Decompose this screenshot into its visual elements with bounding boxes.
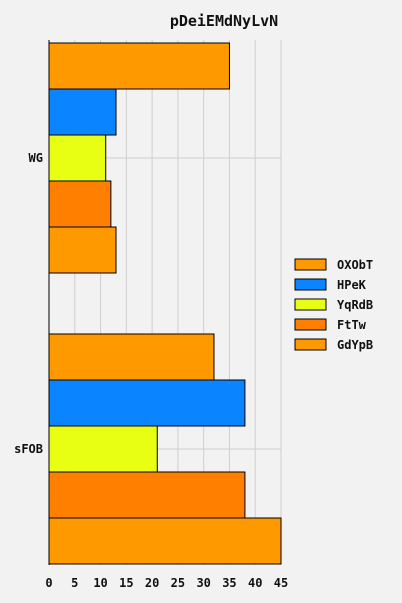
bar-sFOB-OXObT (48, 333, 215, 381)
legend-label: HPeK (337, 278, 367, 292)
legend-label: YqRdB (337, 298, 373, 312)
bar-WG-OXObT (48, 42, 230, 90)
bar-WG-HPeK (48, 88, 117, 136)
legend-swatch (294, 318, 327, 331)
legend-swatch (294, 258, 327, 271)
x-tick-label: 35 (222, 576, 236, 590)
legend-label: OXObT (337, 258, 373, 272)
x-tick-label: 25 (171, 576, 185, 590)
legend-label: FtTw (337, 318, 367, 332)
chart-title: pDeiEMdNyLvN (170, 12, 278, 30)
bar-sFOB-HPeK (48, 379, 246, 427)
x-tick-label: 30 (196, 576, 210, 590)
legend-label: GdYpB (337, 338, 373, 352)
bars-layer (48, 42, 282, 565)
x-tick-label: 20 (145, 576, 159, 590)
category-label: WG (29, 151, 43, 165)
bar-WG-FtTw (48, 180, 112, 228)
legend: OXObT HPeK YqRdB FtTw GdYpB (294, 258, 373, 352)
legend-swatch (294, 298, 327, 311)
legend-swatch (294, 338, 327, 351)
bar-WG-YqRdB (48, 134, 107, 182)
x-tick-label: 40 (248, 576, 262, 590)
x-tick-label: 15 (119, 576, 133, 590)
legend-swatch (294, 278, 327, 291)
bar-sFOB-GdYpB (48, 517, 282, 565)
bar-WG-GdYpB (48, 226, 117, 274)
bar-sFOB-YqRdB (48, 425, 158, 473)
x-tick-label: 10 (93, 576, 107, 590)
x-tick-label: 5 (71, 576, 78, 590)
category-label: sFOB (14, 442, 43, 456)
x-tick-label: 0 (45, 576, 52, 590)
x-tick-label: 45 (274, 576, 288, 590)
bar-sFOB-FtTw (48, 471, 246, 519)
axis-layer: 0 5 10 15 20 25 30 35 40 45 WG sFOB (14, 40, 288, 590)
